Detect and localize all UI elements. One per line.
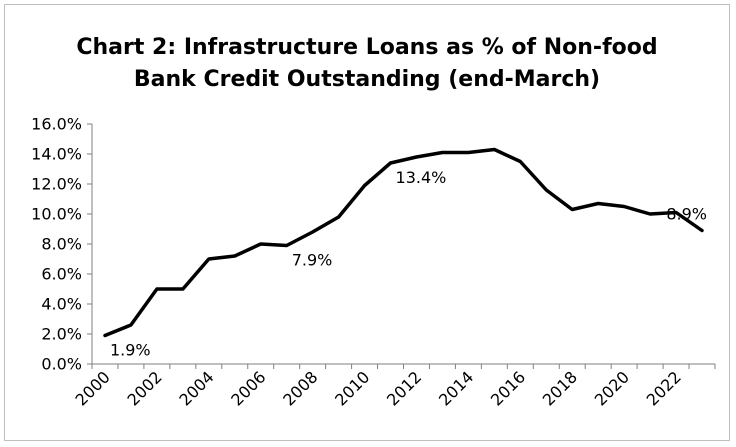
y-tick-label: 14.0%: [31, 145, 82, 164]
y-tick-label: 6.0%: [41, 265, 82, 284]
x-tick-label: 2004: [175, 367, 217, 409]
data-point: [207, 258, 210, 261]
data-point: [337, 216, 340, 219]
data-point: [363, 184, 366, 187]
data-point: [415, 156, 418, 159]
x-tick-label: 2006: [227, 367, 269, 409]
y-tick-label: 8.0%: [41, 235, 82, 254]
x-tick-label: 2012: [383, 367, 425, 409]
data-point: [129, 324, 132, 327]
data-label: 1.9%: [110, 341, 151, 360]
data-point: [103, 334, 106, 337]
data-label: 13.4%: [396, 168, 447, 187]
chart-title-line-1: Chart 2: Infrastructure Loans as % of No…: [76, 35, 658, 60]
y-tick-label: 0.0%: [41, 355, 82, 374]
y-tick-label: 12.0%: [31, 175, 82, 194]
data-point: [597, 202, 600, 205]
data-point: [155, 288, 158, 291]
data-point: [259, 243, 262, 246]
data-point: [545, 189, 548, 192]
x-tick-label: 2002: [123, 367, 165, 409]
data-point: [701, 229, 704, 232]
y-tick-label: 16.0%: [31, 115, 82, 134]
x-tick-label: 2022: [643, 367, 685, 409]
x-tick-label: 2014: [435, 367, 477, 409]
y-tick-label: 4.0%: [41, 295, 82, 314]
data-label: 8.9%: [666, 205, 707, 224]
data-point: [233, 255, 236, 258]
data-point: [467, 151, 470, 154]
data-point: [181, 288, 184, 291]
x-tick-label: 2020: [591, 367, 633, 409]
series-line: [103, 147, 704, 338]
data-point: [311, 231, 314, 234]
data-point: [493, 148, 496, 151]
data-point: [389, 162, 392, 165]
data-point: [285, 244, 288, 247]
data-point: [649, 213, 652, 216]
y-tick-label: 2.0%: [41, 325, 82, 344]
data-point: [571, 208, 574, 211]
x-tick-label: 2010: [331, 367, 373, 409]
y-tick-label: 10.0%: [31, 205, 82, 224]
chart-frame: [4, 4, 730, 441]
x-tick-label: 2000: [72, 367, 114, 409]
data-point: [441, 151, 444, 154]
x-tick-label: 2016: [487, 367, 529, 409]
data-label: 7.9%: [292, 251, 333, 270]
chart-title: Chart 2: Infrastructure Loans as % of No…: [4, 32, 730, 96]
data-point: [623, 205, 626, 208]
chart-title-line-2: Bank Credit Outstanding (end-March): [133, 67, 601, 92]
x-tick-label: 2018: [539, 367, 581, 409]
data-point: [519, 160, 522, 163]
x-tick-label: 2008: [279, 367, 321, 409]
